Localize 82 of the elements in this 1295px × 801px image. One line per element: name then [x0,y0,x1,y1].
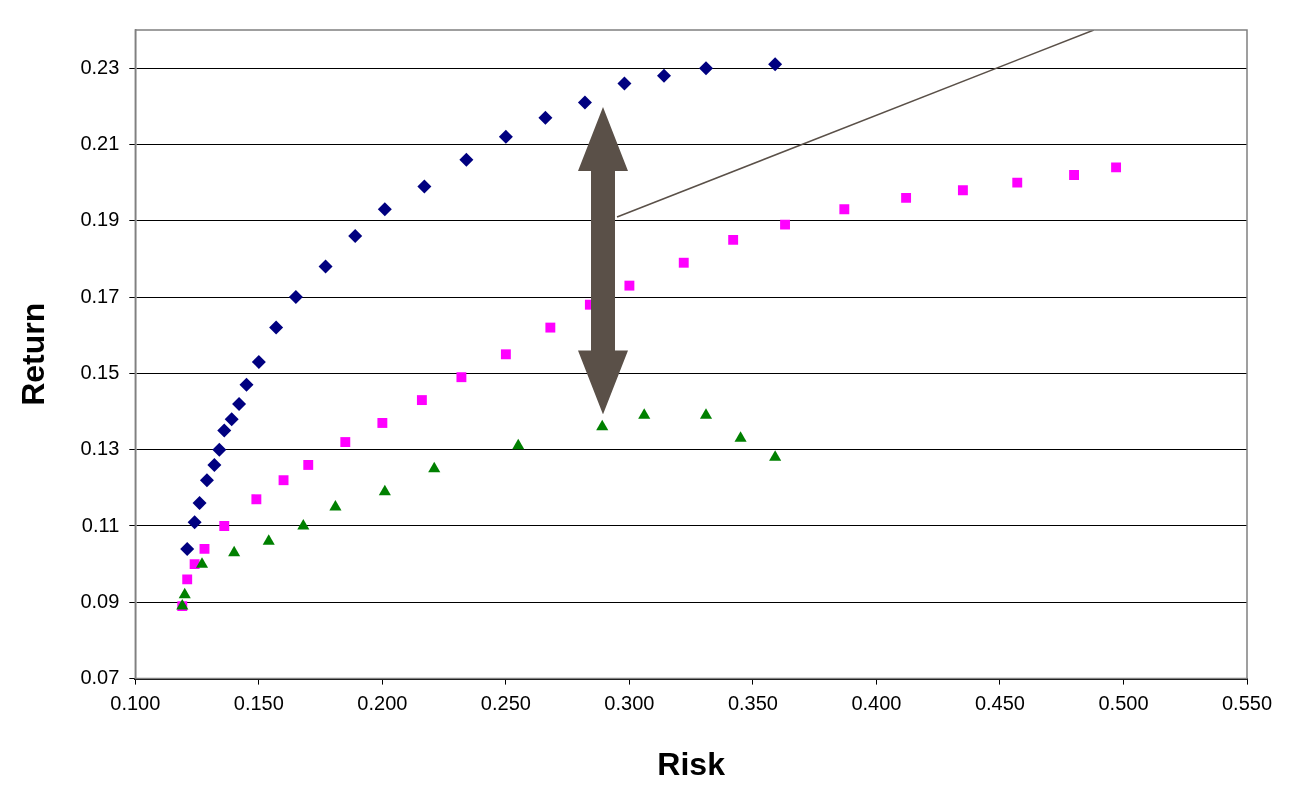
point [224,412,239,427]
y-tick-label: 0.07 [80,666,120,689]
point [303,459,314,470]
point [780,219,790,230]
y-tick-label: 0.19 [80,208,120,231]
point [1069,170,1080,180]
point [456,372,467,383]
x-tick-label: 0.200 [357,692,408,715]
x-tick-label: 0.300 [604,692,655,715]
point [577,95,592,110]
point [500,349,511,360]
x-tick-label: 0.450 [974,692,1025,715]
point [512,438,525,450]
point [192,496,207,511]
x-tick-label: 0.500 [1098,692,1149,715]
point [428,461,441,473]
point [417,179,432,194]
point [698,61,713,76]
point [195,557,209,568]
point [377,202,392,217]
point [617,76,632,91]
point [1111,162,1122,173]
x-tick-label: 0.350 [727,692,778,715]
point [288,290,303,305]
y-tick-label: 0.21 [80,131,120,154]
point [638,408,651,419]
point [329,499,342,511]
point [239,377,254,392]
y-axis-title: Return [15,302,52,406]
point [656,68,671,83]
point [377,418,388,428]
point [217,423,232,438]
y-tick-label: 0.17 [80,284,120,307]
point [232,396,247,411]
point [318,259,333,274]
point [901,192,912,203]
point [459,152,474,167]
point [624,280,635,291]
point [199,543,210,554]
point [769,450,782,461]
x-tick-label: 0.250 [480,692,531,715]
x-axis-title: Risk [657,745,726,782]
point [596,419,609,431]
y-tick-label: 0.15 [80,360,120,383]
point [734,431,747,442]
y-tick-label: 0.09 [80,589,120,612]
point [199,473,214,488]
point [498,129,513,144]
point [180,541,195,556]
point [378,484,391,496]
point [212,442,227,457]
point [207,457,222,472]
point [416,395,427,406]
y-tick-label: 0.11 [81,513,120,536]
y-tick-label: 0.13 [80,437,120,460]
point [348,229,363,244]
point [182,574,193,585]
point [269,320,284,335]
point [262,534,275,545]
point [251,494,262,505]
point [178,587,191,599]
point [251,354,266,369]
point [278,475,289,486]
point [728,234,739,245]
point [768,57,783,72]
point [1012,177,1023,188]
point [340,437,351,447]
point [957,185,968,196]
x-tick-label: 0.400 [851,692,902,715]
x-tick-label: 0.550 [1221,692,1273,715]
point [545,322,556,333]
point [219,521,230,531]
x-tick-label: 0.150 [233,692,284,715]
point [187,515,202,530]
x-tick-label: 0.100 [110,692,161,715]
point [538,110,553,125]
point [228,545,241,557]
point [839,204,850,215]
y-tick-label: 0.23 [80,55,120,78]
point [678,257,689,268]
point [297,518,310,530]
point [699,408,713,419]
